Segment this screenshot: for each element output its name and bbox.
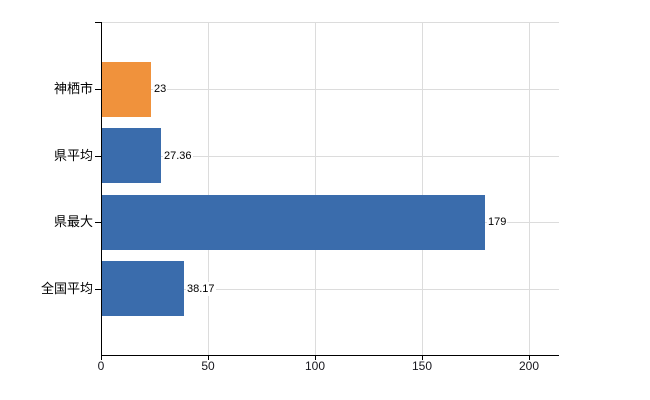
x-axis-tick	[422, 355, 423, 360]
category-label: 県平均	[53, 148, 93, 163]
category-label: 神栖市	[53, 81, 93, 96]
category-label: 県最大	[53, 214, 93, 229]
bar	[102, 195, 485, 250]
x-tick-label: 0	[97, 359, 105, 373]
bar-value-label: 27.36	[163, 149, 193, 163]
x-axis-tick	[208, 355, 209, 360]
x-tick-label: 200	[518, 359, 540, 373]
y-axis-line	[101, 22, 102, 356]
x-tick-label: 50	[201, 359, 215, 373]
bar	[102, 261, 184, 316]
x-gridline	[529, 22, 530, 355]
bar-value-label: 23	[153, 82, 168, 96]
category-label: 全国平均	[40, 281, 93, 296]
x-tick-label: 100	[304, 359, 326, 373]
x-axis-tick	[315, 355, 316, 360]
bar	[102, 128, 161, 183]
y-axis-top-tick	[95, 22, 101, 23]
x-gridline	[208, 22, 209, 355]
x-axis-tick	[101, 355, 102, 360]
category-gridline	[101, 156, 559, 157]
x-gridline	[422, 22, 423, 355]
plot-top-gridline	[101, 22, 559, 23]
x-gridline	[315, 22, 316, 355]
x-tick-label: 150	[411, 359, 433, 373]
bar-value-label: 38.17	[186, 282, 216, 296]
y-axis-tick	[95, 289, 101, 290]
category-gridline	[101, 89, 559, 90]
x-axis-tick	[529, 355, 530, 360]
category-gridline	[101, 289, 559, 290]
bar	[102, 62, 151, 117]
y-axis-tick	[95, 222, 101, 223]
y-axis-tick	[95, 156, 101, 157]
y-axis-tick	[95, 89, 101, 90]
x-axis-line	[101, 355, 559, 356]
bar-value-label: 179	[487, 215, 508, 229]
